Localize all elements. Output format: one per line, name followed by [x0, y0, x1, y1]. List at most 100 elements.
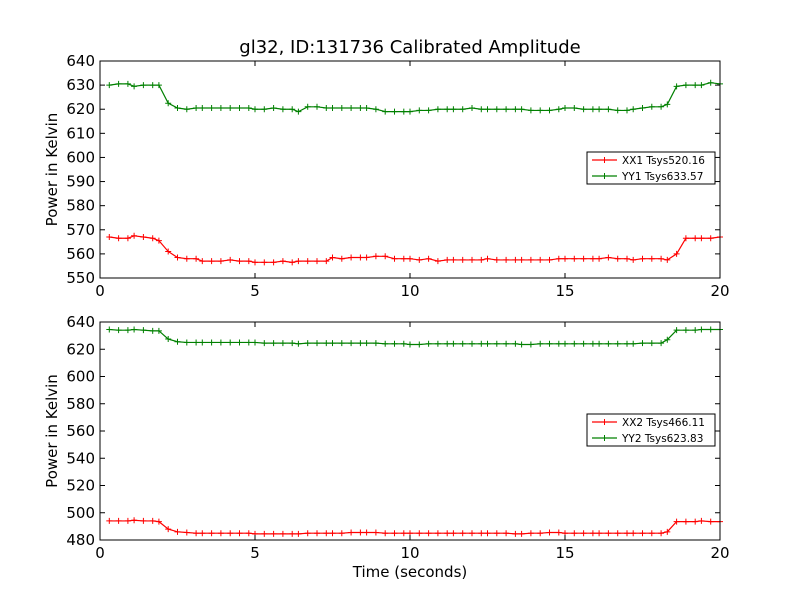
top-series-1-point: [555, 255, 562, 262]
top-series-2-point: [546, 107, 553, 114]
top-series-2-point: [155, 82, 162, 89]
bottom-series-2-point: [217, 339, 224, 346]
bottom-series-1-point: [673, 518, 680, 525]
top-x-tick-label: 10: [400, 282, 419, 300]
top-series-1-point: [193, 255, 200, 262]
bottom-series-2-point: [503, 340, 510, 347]
top-y-tick-label: 580: [66, 197, 95, 215]
bottom-series-2-point: [434, 340, 441, 347]
bottom-series-2-point: [664, 336, 671, 343]
top-series-1: [106, 232, 723, 266]
top-y-tick-label: 570: [66, 221, 95, 239]
top-series-2-point: [261, 106, 268, 113]
bottom-series-2-point: [279, 340, 286, 347]
top-series-2-point: [245, 105, 252, 112]
bottom-series-2-point: [624, 340, 630, 347]
top-series-1-point: [537, 256, 544, 263]
bottom-series-2-point: [391, 340, 398, 347]
bottom-series-1-point: [537, 530, 544, 537]
bottom-series-1-point: [546, 529, 553, 536]
bottom-series-1-point: [304, 530, 311, 537]
top-series-2-point: [391, 108, 398, 115]
bottom-series-2-point: [493, 340, 500, 347]
bottom-series-1-point: [208, 530, 215, 537]
top-legend-marker: [601, 157, 608, 163]
bottom-series-2-point: [707, 326, 714, 333]
bottom-series-1-point: [227, 530, 234, 537]
bottom-series-2-point: [596, 340, 603, 347]
bottom-series-1-point: [692, 518, 699, 525]
top-series-1-point: [391, 255, 398, 262]
bottom-series-1: [106, 517, 723, 537]
top-series-1-point: [183, 255, 190, 262]
top-series-2-point: [484, 106, 491, 113]
top-legend-label: YY1 Tsys633.57: [621, 171, 703, 183]
top-series-1-point: [630, 256, 637, 263]
top-series-1-point: [314, 258, 320, 265]
bottom-series-2-point: [304, 340, 311, 347]
bottom-series-1-point: [698, 517, 705, 524]
bottom-series-2-point: [295, 340, 302, 347]
top-series-1-point: [174, 254, 181, 261]
bottom-series-2-point: [140, 327, 147, 334]
bottom-series-2-point: [372, 340, 379, 347]
bottom-series-2-point: [614, 340, 621, 347]
bottom-y-tick-label: 580: [66, 395, 95, 413]
top-legend-entry-1: XX1 Tsys520.16: [592, 155, 705, 167]
bottom-legend: XX2 Tsys466.11 YY2 Tsys623.83: [586, 413, 716, 447]
bottom-series-2-point: [692, 327, 699, 334]
top-series-2-point: [589, 106, 596, 113]
top-series-1-point: [546, 256, 553, 263]
bottom-series-1-point: [155, 518, 162, 525]
bottom-y-tick-label: 620: [66, 340, 95, 358]
bottom-plot-panel: 0 5 10 15 20 480 500 520 540 560 580 600 620 640 Power…: [43, 313, 730, 562]
top-series-2-point: [596, 106, 603, 113]
top-legend-label: XX1 Tsys520.16: [622, 155, 705, 167]
bottom-series-2-point: [512, 340, 519, 347]
top-series-1-point: [589, 255, 596, 262]
bottom-series-2-point: [469, 340, 475, 347]
bottom-series-2-point: [106, 326, 113, 333]
bottom-series-1-point: [323, 530, 330, 537]
top-series-2-point: [478, 106, 485, 113]
top-series-1-point: [199, 258, 206, 265]
bottom-series-2-point: [648, 340, 655, 347]
bottom-series-2-point: [555, 340, 562, 347]
bottom-series-1-point: [682, 518, 689, 525]
bottom-series-1-point: [140, 517, 147, 524]
top-series-1-point: [372, 253, 379, 260]
bottom-series-1-point: [503, 530, 510, 537]
top-y-tick-label: 550: [66, 269, 95, 287]
top-series-1-point: [131, 232, 138, 239]
bottom-series-2-point: [357, 340, 364, 347]
bottom-legend-label: YY2 Tsys623.83: [621, 433, 703, 445]
top-x-tick-label: 0: [95, 282, 105, 300]
bottom-series-2-point: [348, 340, 355, 347]
bottom-series-2-point: [338, 340, 345, 347]
bottom-x-tick-label: 15: [555, 544, 574, 562]
top-series-2-point: [149, 82, 156, 89]
bottom-series-1-point: [245, 530, 252, 537]
bottom-series-2-point: [639, 340, 646, 347]
bottom-series-2-point: [527, 341, 534, 348]
top-y-tick-label: 620: [66, 100, 95, 118]
top-series-1-point: [252, 259, 258, 266]
top-series-2-point: [571, 105, 578, 112]
top-series-1-point: [614, 255, 621, 262]
top-y-tick-label: 600: [66, 148, 95, 166]
bottom-y-tick-label: 480: [66, 531, 95, 549]
top-y-tick-label: 630: [66, 76, 95, 94]
bottom-series-1-point: [357, 529, 364, 536]
bottom-series-1-point: [416, 530, 423, 537]
top-legend-entry-2: YY1 Tsys633.57: [592, 171, 703, 183]
bottom-series-2-point: [363, 340, 370, 347]
x-axis-label: Time (seconds): [352, 563, 468, 581]
top-series-1-point: [707, 235, 714, 242]
bottom-series-1-point: [512, 530, 519, 537]
bottom-series-2-point: [183, 339, 190, 346]
top-series-2-point: [537, 107, 544, 114]
bottom-series-2-point: [165, 336, 172, 343]
bottom-series-2-point: [682, 327, 689, 334]
